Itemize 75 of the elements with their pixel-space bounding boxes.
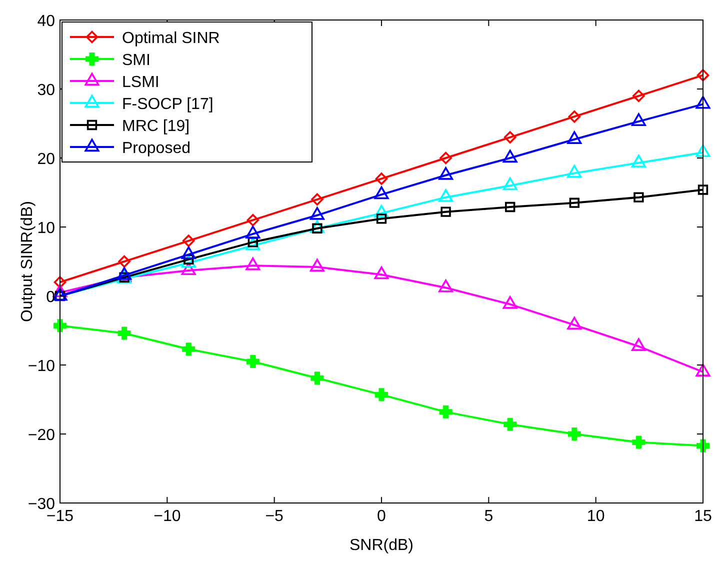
point (310, 258, 324, 272)
point (181, 246, 196, 260)
x-axis-title: SNR(dB) (349, 537, 414, 554)
point (52, 284, 68, 298)
point (310, 220, 324, 233)
point (505, 202, 516, 212)
point (246, 214, 260, 226)
y-tick-label: 40 (37, 13, 56, 30)
y-axis-title: Output SINR(dB) (19, 201, 36, 322)
point (567, 131, 582, 144)
point (631, 113, 646, 126)
point (696, 96, 710, 109)
point (246, 355, 260, 368)
point (568, 110, 581, 123)
point (374, 204, 389, 218)
point (696, 144, 710, 158)
point (438, 189, 454, 202)
point (567, 164, 582, 178)
point (310, 372, 324, 385)
point (568, 427, 581, 441)
point (54, 276, 66, 288)
x-tick-label: −5 (265, 508, 284, 525)
point (438, 167, 454, 180)
point (374, 186, 389, 200)
point (375, 172, 388, 185)
point (502, 150, 518, 163)
point (634, 192, 644, 202)
point (181, 254, 196, 268)
y-tick-label: −20 (28, 427, 56, 444)
y-tick-label: 0 (46, 289, 56, 306)
point (310, 207, 324, 220)
point (438, 279, 454, 292)
legend-label: SMI (122, 52, 150, 69)
point (440, 152, 452, 164)
point (374, 266, 389, 280)
legend-label: MRC [19] (122, 118, 190, 135)
y-tick-label: 10 (37, 220, 56, 237)
point (376, 214, 387, 224)
point (569, 198, 580, 208)
x-tick-label: 5 (484, 508, 494, 525)
y-tick-label: 30 (37, 82, 56, 99)
y-tick-label: −10 (28, 358, 56, 375)
x-tick-label: 15 (694, 508, 712, 525)
y-tick-label: 20 (37, 151, 56, 168)
point (246, 257, 260, 270)
legend-label: Optimal SINR (122, 30, 220, 47)
point (567, 316, 582, 330)
x-tick-label: 0 (377, 508, 386, 525)
point (632, 436, 646, 449)
x-tick-label: −10 (154, 508, 181, 525)
point (53, 319, 67, 332)
point (698, 184, 708, 195)
point (504, 131, 516, 144)
point (118, 255, 130, 268)
point (696, 439, 710, 452)
point (246, 237, 260, 250)
legend-label: F-SOCP [17] (122, 96, 214, 113)
point (311, 193, 324, 206)
point (631, 154, 646, 168)
point (440, 206, 451, 217)
point (439, 405, 452, 418)
point (182, 234, 195, 247)
point (504, 418, 517, 431)
point (118, 326, 131, 340)
legend-label: Proposed (122, 140, 190, 157)
point (696, 364, 710, 376)
point (502, 296, 518, 309)
point (181, 262, 196, 276)
point (631, 338, 646, 351)
x-tick-label: 10 (586, 508, 605, 525)
point (182, 342, 196, 356)
legend-label: LSMI (122, 74, 160, 91)
point (374, 388, 388, 402)
point (502, 177, 518, 190)
point (246, 226, 260, 238)
